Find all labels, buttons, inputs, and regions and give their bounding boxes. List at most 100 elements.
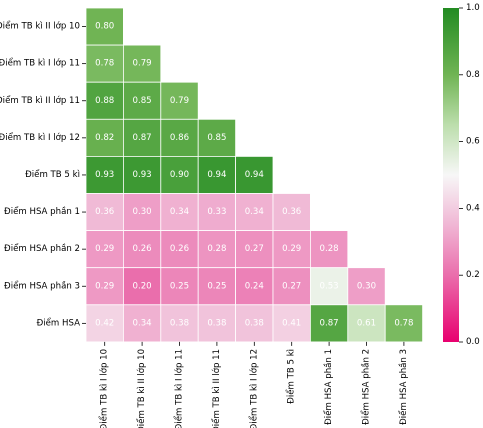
heatmap-cell — [160, 304, 199, 343]
cell-value-label: 0.33 — [207, 207, 226, 217]
row-label: Điểm HSA phần 2 — [4, 243, 80, 254]
cell-value-label: 0.82 — [95, 133, 114, 143]
cell-value-label: 0.30 — [133, 207, 152, 217]
cell-value-label: 0.24 — [245, 281, 264, 291]
cell-value-label: 0.78 — [95, 59, 114, 69]
colorbar-tick-label: 0.0 — [466, 337, 480, 347]
colorbar-gradient — [443, 8, 459, 342]
cell-value-label: 0.78 — [394, 318, 413, 328]
cell-value-label: 0.61 — [357, 318, 376, 328]
column-label: Điểm TB kì I lớp 11 — [174, 349, 185, 428]
cell-value-label: 0.34 — [245, 207, 264, 217]
cell-value-label: 0.27 — [282, 281, 301, 291]
row-label: Điểm TB kì II lớp 11 — [0, 95, 80, 106]
heatmap-cell — [160, 267, 199, 306]
row-label: Điểm TB kì II lớp 10 — [0, 21, 80, 32]
heatmap-cell — [235, 193, 274, 231]
cell-value-label: 0.80 — [95, 22, 114, 32]
heatmap-cell — [85, 267, 124, 306]
cell-value-label: 0.26 — [133, 244, 152, 254]
heatmap-cell — [272, 230, 311, 269]
cell-value-label: 0.38 — [170, 318, 189, 328]
cell-value-label: 0.53 — [320, 281, 339, 291]
heatmap-cell — [85, 44, 124, 83]
colorbar: 0.0 0.2 0.4 0.6 0.8 1.0 — [443, 3, 480, 347]
heatmap-cell — [384, 304, 424, 343]
column-label: Điểm TB kì I lớp 12 — [248, 349, 259, 428]
cell-value-label: 0.34 — [133, 318, 152, 328]
cell-value-label: 0.94 — [207, 170, 226, 180]
heatmap-cell — [197, 155, 236, 194]
cell-value-label: 0.38 — [207, 318, 226, 328]
cell-value-label: 0.27 — [245, 244, 264, 254]
cell-value-label: 0.25 — [170, 281, 189, 291]
cell-value-label: 0.94 — [245, 170, 264, 180]
cell-value-label: 0.36 — [282, 207, 301, 217]
column-label: Điểm TB kì II lớp 10 — [136, 349, 147, 428]
heatmap-cell — [123, 118, 162, 157]
heatmap-cell — [347, 267, 386, 306]
row-label: Điểm HSA — [37, 317, 81, 328]
colorbar-tick-label: 0.8 — [466, 70, 480, 80]
colorbar-tick-label: 0.6 — [466, 137, 480, 147]
cell-value-label: 0.29 — [95, 281, 114, 291]
heatmap-cell — [160, 193, 199, 231]
row-label: Điểm HSA phần 3 — [4, 280, 80, 291]
heatmap-cells: 0.80 0.78 0.79 0.88 0.85 0.79 0.82 0.87 0.86 0.85… — [85, 7, 424, 343]
heatmap-cell — [85, 304, 124, 343]
row-labels: Điểm TB kì II lớp 10 Điểm TB kì I lớp 11 Đ… — [0, 21, 86, 328]
heatmap-cell — [85, 230, 124, 269]
row-label: Điểm TB kì I lớp 12 — [0, 132, 80, 143]
column-label: Điểm TB kì II lớp 11 — [211, 349, 222, 428]
cell-value-label: 0.87 — [133, 133, 152, 143]
column-label: Điểm HSA phần 3 — [398, 349, 409, 425]
cell-value-label: 0.93 — [133, 170, 152, 180]
cell-value-label: 0.28 — [207, 244, 226, 254]
heatmap-cell — [123, 230, 162, 269]
cell-value-label: 0.93 — [95, 170, 114, 180]
cell-value-label: 0.38 — [245, 318, 264, 328]
cell-value-label: 0.36 — [95, 207, 114, 217]
cell-value-label: 0.85 — [133, 96, 152, 106]
heatmap-cell — [272, 304, 311, 343]
heatmap-cell — [309, 304, 349, 343]
cell-value-label: 0.29 — [95, 244, 114, 254]
cell-value-label: 0.88 — [95, 96, 114, 106]
cell-value-label: 0.28 — [320, 244, 339, 254]
heatmap-cell — [123, 44, 162, 83]
row-label: Điểm TB kì I lớp 11 — [0, 58, 80, 69]
heatmap-cell — [272, 193, 311, 231]
column-label: Điểm TB 5 kì — [286, 349, 297, 404]
column-label: Điểm TB kì I lớp 10 — [99, 349, 110, 428]
cell-value-label: 0.20 — [133, 281, 152, 291]
heatmap-cell — [197, 193, 236, 231]
heatmap-cell — [197, 304, 236, 343]
heatmap-cell — [123, 193, 162, 231]
column-label: Điểm HSA phần 2 — [361, 349, 372, 425]
cell-value-label: 0.86 — [170, 133, 189, 143]
cell-value-label: 0.25 — [207, 281, 226, 291]
column-labels: Điểm TB kì I lớp 10 Điểm TB kì II lớp 10 Đ… — [99, 341, 409, 428]
cell-value-label: 0.79 — [133, 59, 152, 69]
row-label: Điểm TB 5 kì — [25, 169, 80, 180]
cell-value-label: 0.29 — [282, 244, 301, 254]
heatmap-cell — [309, 230, 349, 269]
heatmap-cell — [123, 155, 162, 194]
cell-value-label: 0.34 — [170, 207, 189, 217]
heatmap-cell — [197, 118, 236, 157]
cell-value-label: 0.30 — [357, 281, 376, 291]
column-label: Điểm HSA phần 1 — [323, 349, 334, 425]
cell-value-label: 0.41 — [282, 318, 301, 328]
colorbar-tick-label: 0.4 — [466, 203, 480, 213]
cell-value-label: 0.26 — [170, 244, 189, 254]
cell-value-label: 0.85 — [207, 133, 226, 143]
cell-value-label: 0.87 — [320, 318, 339, 328]
cell-value-label: 0.42 — [95, 318, 114, 328]
heatmap-cell — [160, 81, 199, 120]
colorbar-tick-label: 0.2 — [466, 270, 480, 280]
colorbar-tick-label: 1.0 — [466, 3, 480, 13]
cell-value-label: 0.90 — [170, 170, 189, 180]
heatmap-cell — [85, 7, 124, 46]
row-label: Điểm HSA phần 1 — [4, 206, 80, 217]
